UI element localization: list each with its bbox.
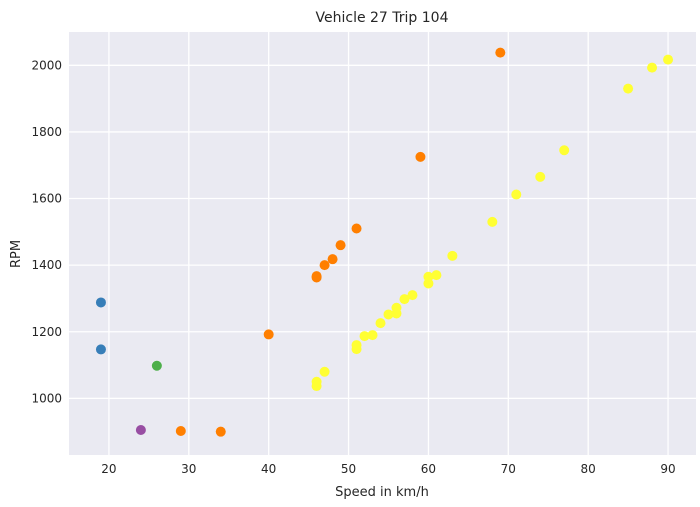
y-tick-label: 1600 [31, 192, 62, 206]
data-point-orange [335, 240, 346, 251]
data-point-yellow [367, 330, 378, 341]
data-point-orange [311, 271, 322, 282]
data-point-blue [95, 297, 106, 308]
x-tick-label: 90 [660, 462, 675, 476]
data-point-yellow [431, 270, 442, 281]
grid [69, 32, 696, 455]
y-tick-label: 1400 [31, 258, 62, 272]
data-point-orange [415, 151, 426, 162]
x-tick-label: 50 [341, 462, 356, 476]
x-tick-label: 70 [501, 462, 516, 476]
data-point-yellow [423, 271, 434, 282]
data-point-yellow [383, 309, 394, 320]
data-point-yellow [391, 302, 402, 313]
data-point-orange [351, 223, 362, 234]
x-tick-label: 40 [261, 462, 276, 476]
data-point-green [151, 360, 162, 371]
plot-area [69, 32, 696, 455]
data-point-orange [175, 426, 186, 437]
data-point-yellow [351, 340, 362, 351]
data-point-orange [319, 260, 330, 271]
data-point-orange [263, 329, 274, 340]
data-point-yellow [311, 376, 322, 387]
data-point-orange [327, 254, 338, 265]
data-point-yellow [319, 366, 330, 377]
data-point-yellow [359, 331, 370, 342]
data-point-yellow [399, 294, 410, 305]
data-point-yellow [447, 250, 458, 261]
data-point-yellow [407, 290, 418, 301]
y-tick-label: 1000 [31, 391, 62, 405]
data-point-yellow [663, 54, 674, 65]
data-point-yellow [623, 83, 634, 94]
data-point-orange [495, 47, 506, 58]
x-axis-ticks: 20 30 40 50 60 70 80 90 [101, 462, 675, 476]
data-points [95, 47, 674, 437]
chart-title: Vehicle 27 Trip 104 [316, 10, 449, 26]
data-point-orange [215, 426, 226, 437]
data-point-yellow [487, 216, 498, 227]
x-axis-label: Speed in km/h [335, 485, 429, 500]
data-point-yellow [647, 62, 658, 73]
y-tick-label: 1200 [31, 325, 62, 339]
data-point-purple [135, 425, 146, 436]
data-point-yellow [559, 145, 570, 156]
data-point-yellow [535, 171, 546, 182]
x-tick-label: 80 [581, 462, 596, 476]
y-axis-ticks: 1000 1200 1400 1600 1800 2000 [31, 58, 62, 405]
y-tick-label: 1800 [31, 125, 62, 139]
data-point-yellow [375, 318, 386, 329]
data-point-yellow [511, 189, 522, 200]
data-point-blue [95, 344, 106, 355]
y-axis-label: RPM [9, 240, 24, 268]
x-tick-label: 20 [101, 462, 116, 476]
x-tick-label: 60 [421, 462, 436, 476]
y-tick-label: 2000 [31, 58, 62, 72]
x-tick-label: 30 [181, 462, 196, 476]
